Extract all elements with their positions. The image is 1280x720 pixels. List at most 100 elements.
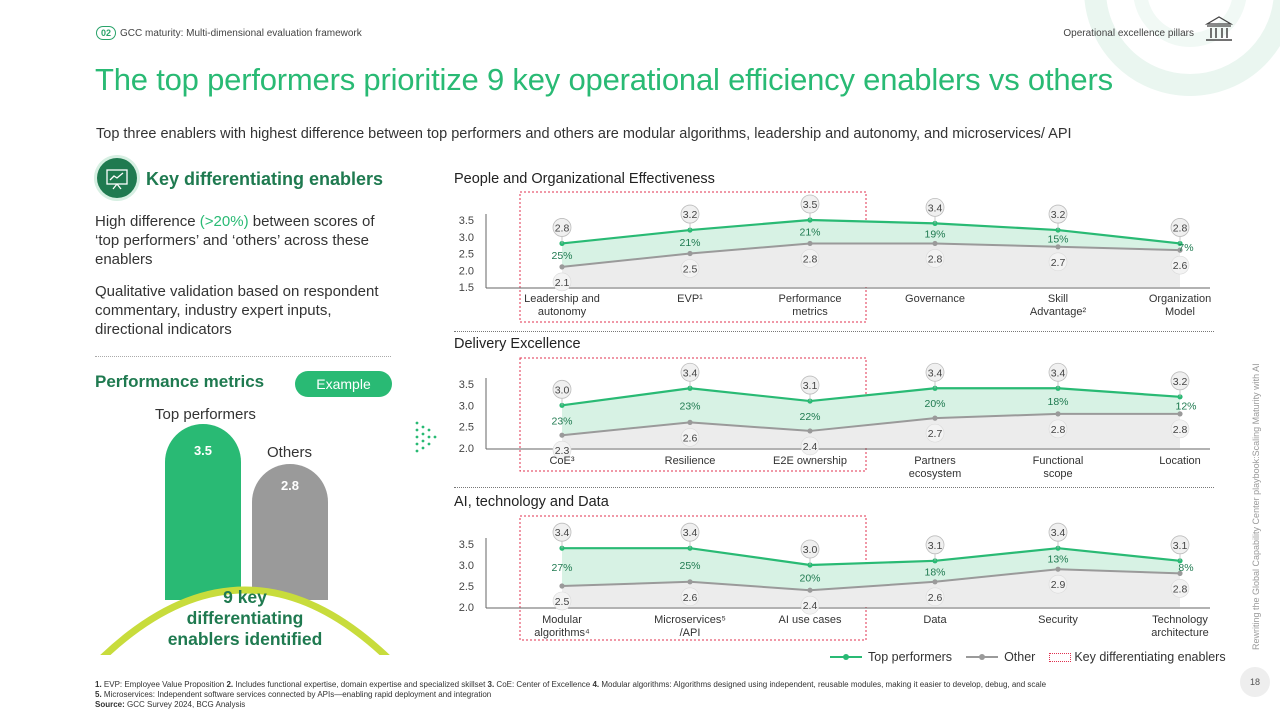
top-performers-bar [165,424,241,600]
top-value-bubble [552,218,572,237]
dotted-arrow-icon [415,421,437,453]
y-tick-label: 3.5 [459,215,474,227]
others-label: Others [267,444,313,461]
difference-label: 23% [679,400,700,412]
category-label: Technology [1152,614,1208,626]
other-area [562,569,1180,607]
other-value-bubble [552,272,572,292]
top-value-label: 3.4 [683,367,698,379]
legend-other: Other [966,650,1035,664]
enablers-line-2: differentiating [187,608,304,628]
desc-text-2: between scores of ‘top performers’ and ‘… [95,213,375,268]
top-value-label: 3.4 [555,527,570,539]
validation-description: Qualitative validation based on responde… [95,283,379,338]
difference-label: 22% [799,411,820,423]
top-value-label: 3.2 [1051,209,1066,221]
top-value-bubble [1170,535,1190,555]
other-value-bubble [925,423,945,443]
difference-label: 8% [1178,562,1193,574]
other-value-label: 2.6 [683,592,698,604]
other-line [561,242,1181,268]
top-value-bubble [552,379,572,399]
category-label: EVP¹ [677,293,703,305]
top-value-label: 3.2 [683,209,698,221]
other-point [559,583,565,589]
other-value-bubble [925,249,945,268]
top-value-label: 3.1 [928,540,943,552]
category-label: Performance [779,293,842,305]
other-value-label: 2.7 [928,428,943,440]
top-value-label: 2.8 [1173,222,1188,234]
legend-top-performers: Top performers [830,650,952,664]
category-label: Functional [1033,455,1084,467]
other-value-label: 2.5 [555,596,570,608]
source-line: Source: GCC Survey 2024, BCG Analysis [95,700,246,709]
top-value-label: 2.8 [555,222,570,234]
category-label: CoE³ [549,455,574,467]
enablers-line-3: enablers identified [168,629,323,649]
other-value-label: 2.8 [1173,583,1188,595]
difference-label: 21% [679,237,700,249]
other-value-bubble [1048,419,1068,439]
other-value-bubble [800,249,820,268]
legend-key-enablers: Key differentiating enablers [1049,650,1226,664]
other-value-label: 2.5 [683,264,698,276]
difference-label: 21% [799,227,820,239]
difference-label: 13% [1047,554,1068,566]
side-running-title: Rewriting the Global Capability Center p… [1251,363,1261,650]
category-label: Skill [1048,293,1068,305]
key-enablers-swatch [1049,652,1072,662]
example-badge: Example [295,371,392,397]
legend-top-label: Top performers [868,650,953,664]
pillar-label: Operational excellence pillars [1063,28,1194,39]
other-value-label: 2.6 [1173,260,1188,272]
other-point [687,250,693,257]
desc-text-1: High difference [95,213,200,230]
top-value-bubble [680,362,700,382]
category-label: scope [1043,468,1072,480]
top-value-bubble [800,375,820,395]
other-value-bubble [1048,252,1068,272]
category-label: Advantage² [1030,306,1087,318]
footnotes: 1. EVP: Employee Value Proposition 2. In… [95,680,1046,710]
enablers-arc [100,586,390,655]
top-performers-line [562,547,1181,567]
difference-label: 7% [1178,242,1193,254]
other-value-label: 2.9 [1051,579,1066,591]
other-value-label: 2.8 [803,253,818,265]
category-label: metrics [792,306,828,318]
top-value-label: 3.4 [683,527,698,539]
delivery-excellence-chart: 3.5 3.0 2.5 2.0 3.0 2.3 23% CoE³ 3.4 2.6 23% Resili… [459,357,1210,480]
top-value-bubble [1170,218,1190,237]
y-tick-label: 3.0 [459,400,474,412]
other-value-bubble [552,591,572,611]
category-label: Model [1165,306,1195,318]
difference-label: 25% [551,250,572,262]
difference-label: 12% [1175,400,1196,412]
category-label: algorithms⁴ [534,627,590,639]
chart-title-people: People and Organizational Effectiveness [454,171,715,187]
y-tick-label: 2.5 [459,249,474,261]
other-point [1177,247,1183,253]
category-label: architecture [1151,627,1208,639]
legend-other-label: Other [1004,650,1036,664]
chart-legend: Top performers Other Key differentiating… [830,650,1240,664]
other-area [562,243,1180,287]
top-value-label: 3.0 [803,544,818,556]
footnote-line-2: 5. Microservices: Independent software s… [95,690,492,699]
desc-highlight: (>20%) [199,213,249,230]
top-performers-point [932,558,938,564]
others-value: 2.8 [281,478,299,493]
y-tick-label: 3.0 [459,560,474,572]
difference-label: 27% [551,562,572,574]
divider [95,356,391,357]
top-value-label: 3.4 [1051,367,1066,379]
other-point [932,579,938,585]
other-point [1177,570,1183,576]
other-value-label: 2.6 [928,592,943,604]
footnote-line-1: 1. EVP: Employee Value Proposition 2. In… [95,680,1047,689]
difference-label: 25% [679,560,700,572]
difference-label: 15% [1047,233,1068,245]
top-performers-point [559,402,565,408]
